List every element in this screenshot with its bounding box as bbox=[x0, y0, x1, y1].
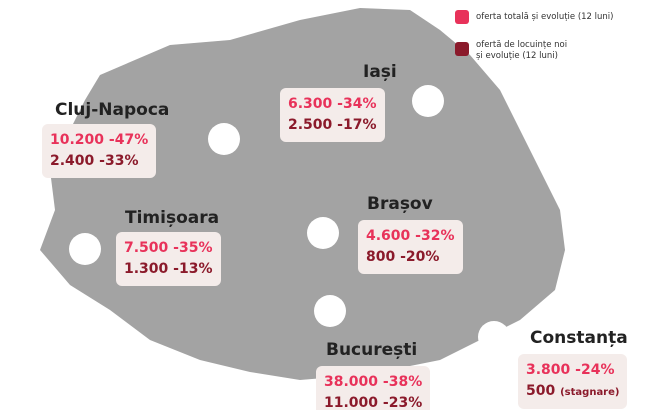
new-value: 2.500 bbox=[288, 117, 333, 133]
city-name: Constanța bbox=[530, 328, 628, 348]
legend-new-line: ofertă de locuințe noi bbox=[476, 40, 568, 50]
legend-new-line: și evoluție (12 luni) bbox=[476, 51, 558, 61]
total-value: 10.200 bbox=[50, 132, 105, 148]
total-row: 7.500 -35% bbox=[124, 238, 213, 259]
total-row: 10.200 -47% bbox=[50, 130, 148, 151]
new-row: 1.300 -13% bbox=[124, 259, 213, 280]
city-box: 3.800 -24% 500 (stagnare) bbox=[518, 354, 628, 409]
city-box: 6.300 -34% 2.500 -17% bbox=[280, 88, 385, 142]
city-name: Cluj-Napoca bbox=[55, 100, 170, 120]
city-dot bbox=[478, 321, 510, 353]
total-change: -34% bbox=[337, 96, 377, 112]
city-box: 7.500 -35% 1.300 -13% bbox=[116, 232, 221, 286]
new-change: -33% bbox=[99, 153, 139, 169]
total-value: 3.800 bbox=[526, 362, 571, 378]
total-change: -24% bbox=[575, 362, 615, 378]
new-change: -20% bbox=[400, 249, 440, 265]
new-change: -13% bbox=[173, 261, 213, 277]
city-box: 10.200 -47% 2.400 -33% bbox=[42, 124, 157, 178]
legend-new: ofertă de locuințe noi și evoluție (12 lu… bbox=[476, 40, 567, 62]
city-dot bbox=[69, 233, 101, 265]
new-value: 2.400 bbox=[50, 153, 95, 169]
legend-swatch-new bbox=[455, 42, 469, 56]
total-row: 38.000 -38% bbox=[324, 372, 422, 393]
new-value: 1.300 bbox=[124, 261, 169, 277]
city-dot bbox=[314, 295, 346, 327]
city-name: București bbox=[326, 340, 418, 360]
total-value: 6.300 bbox=[288, 96, 333, 112]
total-value: 38.000 bbox=[324, 374, 379, 390]
new-value: 500 bbox=[526, 383, 556, 399]
total-change: -35% bbox=[173, 240, 213, 256]
total-value: 7.500 bbox=[124, 240, 169, 256]
new-change: -23% bbox=[382, 395, 423, 410]
new-change: (stagnare) bbox=[560, 387, 620, 398]
legend-swatch-total bbox=[455, 10, 469, 24]
legend-total: oferta totală și evoluție (12 luni) bbox=[476, 12, 614, 22]
total-value: 4.600 bbox=[366, 228, 411, 244]
new-value: 800 bbox=[366, 249, 396, 265]
new-row: 500 (stagnare) bbox=[526, 381, 619, 403]
new-row: 11.000 -23% bbox=[324, 393, 422, 410]
city-box: 38.000 -38% 11.000 -23% bbox=[316, 366, 431, 410]
new-row: 800 -20% bbox=[366, 247, 455, 268]
city-dot bbox=[307, 217, 339, 249]
total-change: -47% bbox=[108, 132, 149, 148]
city-dot bbox=[412, 85, 444, 117]
new-value: 11.000 bbox=[324, 395, 379, 410]
total-row: 3.800 -24% bbox=[526, 360, 619, 381]
total-change: -32% bbox=[415, 228, 455, 244]
total-row: 6.300 -34% bbox=[288, 94, 377, 115]
city-name: Timișoara bbox=[125, 208, 220, 228]
new-row: 2.500 -17% bbox=[288, 115, 377, 136]
city-box: 4.600 -32% 800 -20% bbox=[358, 220, 463, 274]
new-row: 2.400 -33% bbox=[50, 151, 148, 172]
city-name: Iași bbox=[363, 62, 397, 82]
city-dot bbox=[208, 123, 240, 155]
total-change: -38% bbox=[382, 374, 423, 390]
city-name: Brașov bbox=[367, 194, 433, 214]
total-row: 4.600 -32% bbox=[366, 226, 455, 247]
new-change: -17% bbox=[337, 117, 377, 133]
